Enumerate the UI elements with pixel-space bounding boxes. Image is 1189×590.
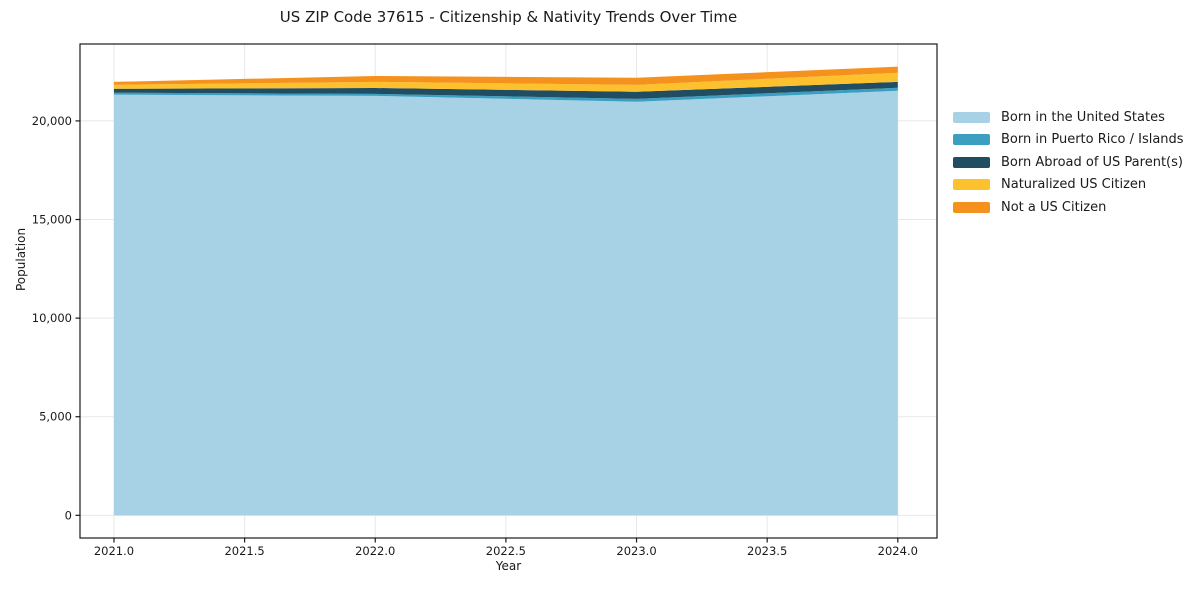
legend-item: Born in Puerto Rico / Islands bbox=[953, 129, 1184, 152]
y-tick-label: 20,000 bbox=[32, 114, 72, 128]
x-tick-label: 2023.0 bbox=[616, 544, 656, 558]
x-axis-label: Year bbox=[495, 559, 522, 573]
area-series-4 bbox=[113, 66, 898, 85]
legend-label: Naturalized US Citizen bbox=[1001, 177, 1147, 193]
x-tick-label: 2021.5 bbox=[224, 544, 264, 558]
plot-border bbox=[79, 43, 938, 539]
legend-label: Born in the United States bbox=[1001, 109, 1165, 125]
legend-item: Naturalized US Citizen bbox=[953, 174, 1184, 197]
chart-title: US ZIP Code 37615 - Citizenship & Nativi… bbox=[279, 8, 738, 26]
legend-swatch-icon bbox=[953, 179, 990, 191]
legend: Born in the United States Born in Puerto … bbox=[953, 106, 1184, 219]
legend-swatch-icon bbox=[953, 156, 990, 168]
x-tick-label: 2022.5 bbox=[486, 544, 526, 558]
y-tick-label: 0 bbox=[65, 508, 72, 522]
y-tick-label: 10,000 bbox=[32, 311, 72, 325]
y-tick-label: 5,000 bbox=[39, 410, 72, 424]
legend-swatch-icon bbox=[953, 201, 990, 213]
legend-swatch-icon bbox=[953, 134, 990, 146]
x-tick-label: 2021.0 bbox=[94, 544, 134, 558]
area-series-0 bbox=[113, 90, 898, 516]
legend-item: Born in the United States bbox=[953, 106, 1184, 129]
legend-label: Born Abroad of US Parent(s) bbox=[1001, 154, 1183, 170]
legend-item: Not a US Citizen bbox=[953, 196, 1184, 219]
x-tick-label: 2023.5 bbox=[747, 544, 787, 558]
x-tick-label: 2024.0 bbox=[878, 544, 918, 558]
x-tick-label: 2022.0 bbox=[355, 544, 395, 558]
y-tick-label: 15,000 bbox=[32, 213, 72, 227]
legend-label: Born in Puerto Rico / Islands bbox=[1001, 132, 1184, 148]
legend-label: Not a US Citizen bbox=[1001, 199, 1107, 215]
area-series-3 bbox=[113, 72, 898, 92]
area-series-1 bbox=[113, 87, 898, 102]
area-series-2 bbox=[113, 81, 898, 99]
legend-item: Born Abroad of US Parent(s) bbox=[953, 151, 1184, 174]
legend-swatch-icon bbox=[953, 111, 990, 123]
